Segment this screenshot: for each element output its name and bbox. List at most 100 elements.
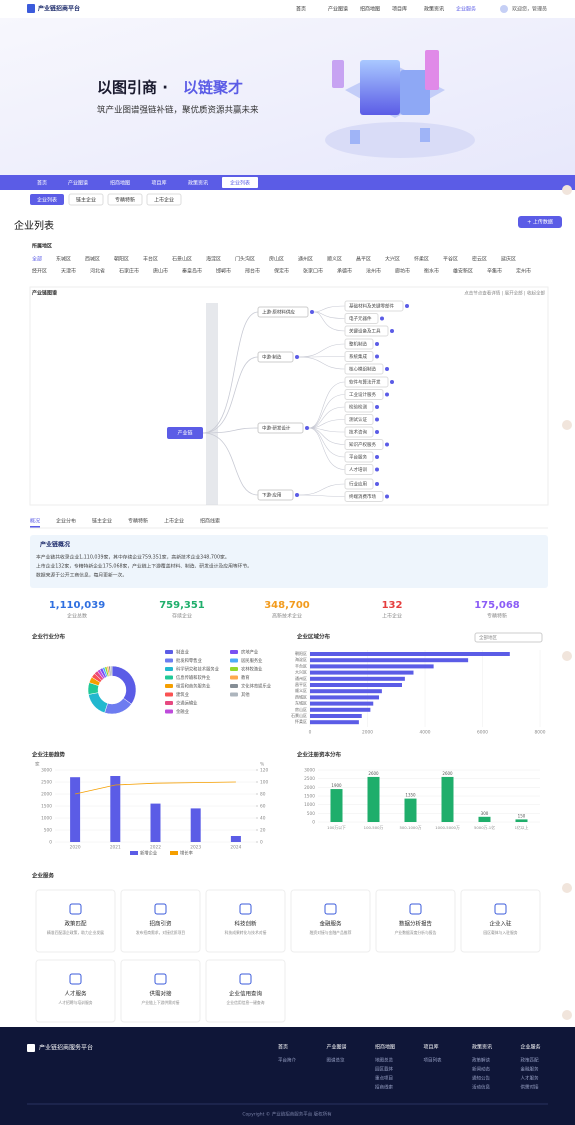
service-card[interactable]	[35, 889, 116, 953]
subtab[interactable]: 专精特新	[115, 197, 135, 204]
filter-chip[interactable]: 廊坊市	[395, 268, 410, 275]
upload-button[interactable]	[518, 216, 562, 228]
footer-link[interactable]: 人才服务	[521, 1075, 539, 1082]
subtab[interactable]: 企业列表	[37, 197, 57, 204]
filter-chip[interactable]: 邯郸市	[216, 268, 231, 275]
filter-chip[interactable]: 怀柔区	[414, 256, 429, 263]
footer-link[interactable]: 招商线索	[375, 1084, 393, 1091]
service-name[interactable]: 科技创新	[234, 920, 257, 928]
service-name[interactable]: 政策匹配	[64, 920, 87, 928]
subtab[interactable]: 链主企业	[76, 197, 96, 204]
branch-label[interactable]: 中游·制造	[262, 354, 282, 361]
leaf-label[interactable]: 平台服务	[349, 454, 367, 461]
filter-chip[interactable]: 西城区	[85, 256, 100, 263]
filter-chip[interactable]: 朝阳区	[114, 256, 129, 263]
service-card[interactable]	[205, 889, 286, 953]
tab[interactable]: 首页	[37, 180, 47, 187]
leaf-label[interactable]: 行业应用	[349, 481, 367, 488]
service-name[interactable]: 数据分析报告	[399, 920, 433, 928]
filter-chip[interactable]: 唐山市	[153, 268, 168, 275]
leaf-label[interactable]: 知识产权服务	[349, 441, 376, 448]
tab[interactable]: 项目库	[151, 180, 166, 187]
service-name[interactable]: 企业信用查询	[229, 990, 263, 998]
leaf-label[interactable]: 关键设备及工具	[349, 328, 381, 335]
footer-link[interactable]: 平台简介	[278, 1057, 296, 1064]
subtab[interactable]: 上市企业	[154, 197, 174, 204]
detail-tab[interactable]: 企业分布	[56, 518, 76, 525]
filter-chip[interactable]: 丰台区	[143, 256, 158, 263]
detail-tab[interactable]: 招商线索	[200, 518, 220, 525]
service-card[interactable]	[375, 889, 456, 953]
filter-chip[interactable]: 密云区	[472, 256, 487, 263]
service-card[interactable]	[205, 959, 286, 1023]
nav-link[interactable]: 招商地图	[360, 6, 380, 13]
service-name[interactable]: 招商引资	[149, 920, 172, 928]
footer-link[interactable]: 重点项目	[375, 1075, 393, 1082]
filter-chip[interactable]: 衡水市	[424, 268, 439, 275]
footer-link[interactable]: 政策解读	[472, 1057, 490, 1064]
footer-link[interactable]: 金融服务	[521, 1066, 539, 1073]
service-name[interactable]: 企业入驻	[489, 920, 512, 928]
filter-chip[interactable]: 石家庄市	[119, 268, 139, 275]
footer-link[interactable]: 供需对接	[521, 1084, 539, 1091]
filter-chip[interactable]: 承德市	[337, 268, 352, 275]
nav-link[interactable]: 首页	[296, 6, 306, 13]
leaf-label[interactable]: 整机制造	[349, 341, 367, 348]
filter-chip[interactable]: 门头沟区	[235, 256, 255, 263]
footer-link[interactable]: 项目列表	[424, 1057, 442, 1064]
leaf-label[interactable]: 人才培训	[349, 466, 367, 473]
filter-chip[interactable]: 海淀区	[206, 256, 221, 263]
leaf-label[interactable]: 测试认证	[349, 416, 367, 423]
filter-chip[interactable]: 石景山区	[172, 256, 192, 263]
leaf-label[interactable]: 终端消费市场	[349, 493, 376, 500]
branch-label[interactable]: 上游·原材料供应	[262, 309, 295, 316]
service-name[interactable]: 人才服务	[64, 990, 87, 998]
filter-chip[interactable]: 定州市	[516, 268, 531, 275]
leaf-label[interactable]: 软件与算法开发	[349, 379, 381, 386]
service-card[interactable]	[290, 889, 371, 953]
filter-chip[interactable]: 雄安新区	[453, 268, 473, 275]
footer-link[interactable]: 新闻动态	[472, 1066, 490, 1073]
select-text[interactable]: 全部地区	[479, 634, 497, 641]
upload-button-text[interactable]: + 上传数据	[527, 219, 553, 226]
filter-chip[interactable]: 顺义区	[327, 257, 342, 263]
service-name[interactable]: 供需对接	[149, 990, 172, 998]
service-card[interactable]	[460, 889, 541, 953]
filter-chip[interactable]: 平谷区	[443, 256, 458, 263]
detail-tab[interactable]: 概况	[30, 518, 40, 525]
nav-link[interactable]: 产业图谱	[328, 6, 348, 13]
leaf-label[interactable]: 电子元器件	[349, 315, 372, 322]
nav-link[interactable]: 政策资讯	[424, 6, 444, 13]
select-box[interactable]	[474, 632, 543, 643]
leaf-label[interactable]: 检验检测	[349, 404, 367, 411]
detail-tab[interactable]: 上市企业	[164, 518, 184, 525]
footer-link[interactable]: 通知公告	[472, 1075, 490, 1082]
leaf-label[interactable]: 基础材料及关键零部件	[349, 303, 394, 310]
footer-link[interactable]: 园区载体	[375, 1066, 393, 1073]
footer-link[interactable]: 政策匹配	[521, 1057, 539, 1064]
filter-chip[interactable]: 天津市	[61, 268, 76, 275]
filter-chip[interactable]: 保定市	[274, 268, 289, 275]
filter-chip[interactable]: 秦皇岛市	[182, 268, 202, 275]
filter-chip[interactable]: 沧州市	[366, 268, 381, 275]
filter-chip[interactable]: 昌平区	[356, 257, 371, 263]
tab[interactable]: 招商地图	[110, 180, 130, 187]
filter-chip[interactable]: 辛集市	[487, 268, 502, 275]
leaf-label[interactable]: 工业设计服务	[349, 391, 376, 398]
detail-tab[interactable]: 链主企业	[92, 518, 112, 525]
filter-chip[interactable]: 全部	[32, 256, 42, 263]
filter-chip[interactable]: 大兴区	[385, 256, 400, 263]
filter-chip[interactable]: 延庆区	[501, 256, 516, 263]
footer-link[interactable]: 地图总览	[375, 1057, 393, 1064]
branch-label[interactable]: 中游·研发设计	[262, 425, 291, 432]
filter-chip[interactable]: 河北省	[90, 268, 105, 275]
tab[interactable]: 产业图谱	[68, 180, 88, 187]
service-card[interactable]	[120, 889, 201, 953]
service-name[interactable]: 金融服务	[319, 920, 342, 928]
branch-label[interactable]: 下游·应用	[262, 492, 281, 499]
footer-link[interactable]: 活动信息	[472, 1084, 490, 1091]
filter-chip[interactable]: 通州区	[298, 256, 313, 263]
tab[interactable]: 政策资讯	[188, 180, 208, 187]
tab[interactable]: 企业列表	[230, 180, 250, 187]
filter-chip[interactable]: 房山区	[269, 256, 284, 263]
